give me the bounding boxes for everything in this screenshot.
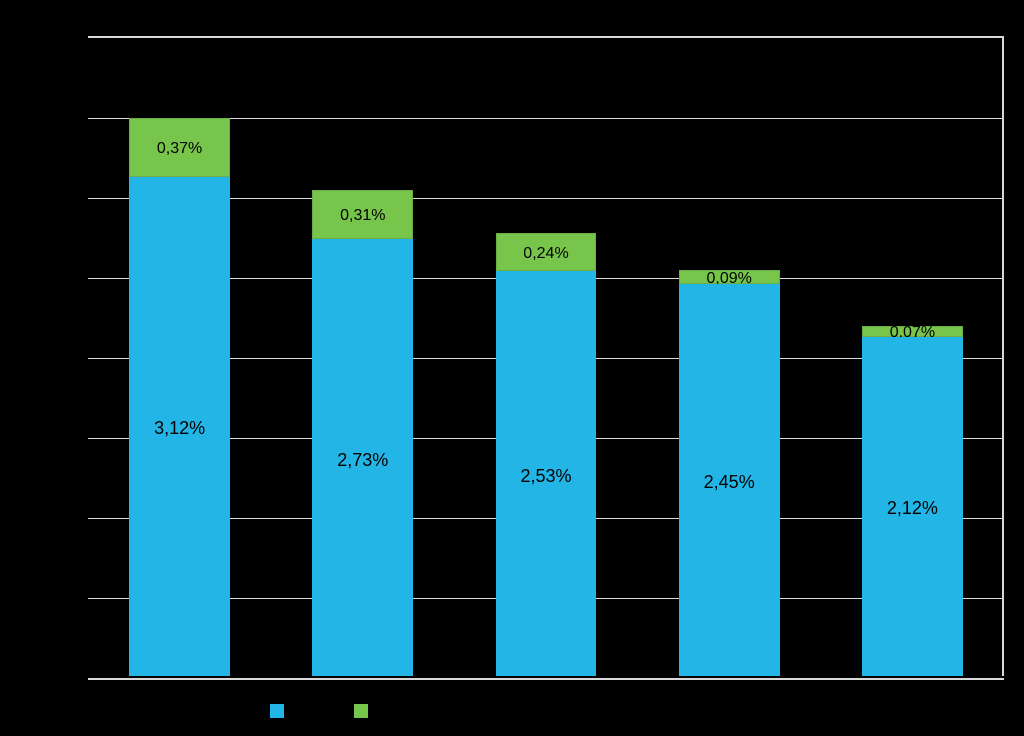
bar-segment-bottom: 2,73% (312, 239, 413, 676)
bar-segment-top: 0,07% (862, 326, 963, 337)
bar-value-label-bottom: 2,12% (863, 498, 962, 519)
x-axis-baseline (88, 678, 1004, 680)
bar-segment-top: 0,09% (679, 270, 780, 284)
legend (270, 696, 770, 726)
bar-value-label-bottom: 2,73% (313, 450, 412, 471)
bar: 0,24% 2,53% (496, 233, 597, 676)
bar-value-label-top: 0,31% (313, 207, 412, 225)
bar-value-label-bottom: 2,53% (497, 466, 596, 487)
bar-value-label-top: 0,24% (497, 245, 596, 263)
legend-item-bottom (270, 704, 294, 718)
bar: 0,07% 2,12% (862, 326, 963, 676)
bar-segment-top: 0,24% (496, 233, 597, 271)
bar-segment-bottom: 2,12% (862, 337, 963, 676)
bar-value-label-top: 0,37% (130, 140, 229, 158)
bar: 0,31% 2,73% (312, 190, 413, 676)
legend-swatch-bottom (270, 704, 284, 718)
bar: 0,37% 3,12% (129, 118, 230, 676)
legend-item-top (354, 704, 378, 718)
bar-segment-top: 0,31% (312, 190, 413, 240)
bar: 0,09% 2,45% (679, 270, 780, 676)
bar-segment-bottom: 2,53% (496, 271, 597, 676)
bar-segment-bottom: 2,45% (679, 284, 780, 676)
bar-value-label-bottom: 2,45% (680, 472, 779, 493)
bar-segment-bottom: 3,12% (129, 177, 230, 676)
stacked-bar-chart: 0,37% 3,12% 0,31% 2,73% 0,24% 2,53% 0,09% 2,45%… (88, 36, 1004, 676)
legend-swatch-top (354, 704, 368, 718)
plot-area: 0,37% 3,12% 0,31% 2,73% 0,24% 2,53% 0,09% 2,45%… (88, 36, 1004, 676)
bar-segment-top: 0,37% (129, 118, 230, 177)
bar-value-label-bottom: 3,12% (130, 418, 229, 439)
